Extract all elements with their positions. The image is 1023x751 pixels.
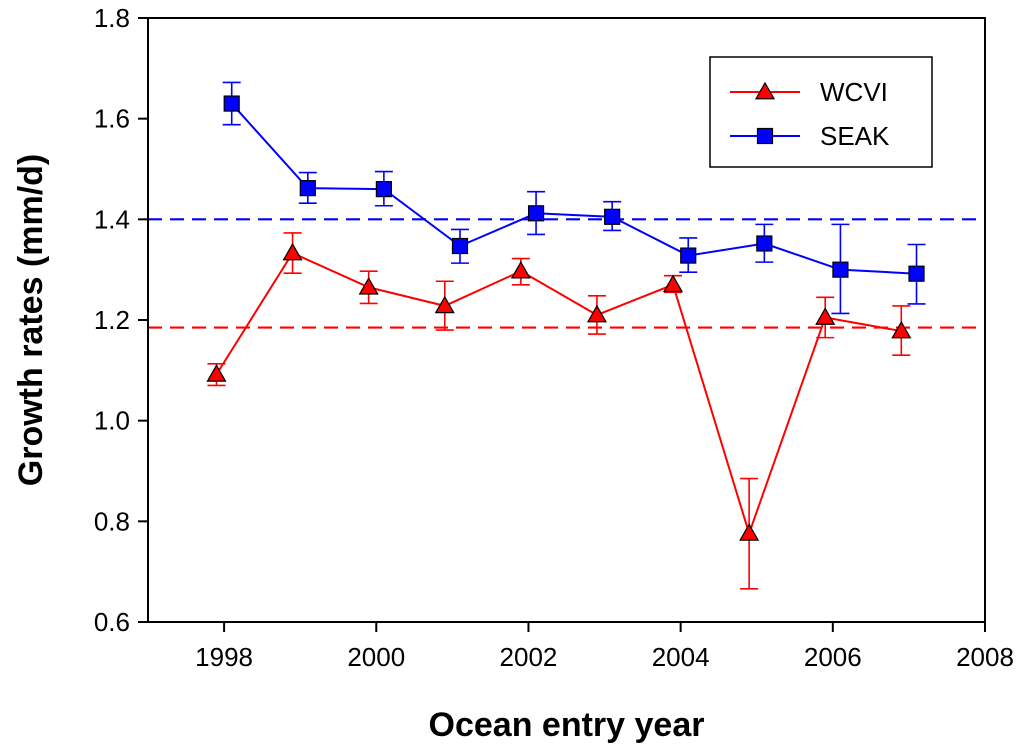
data-point (206, 364, 227, 382)
data-point (434, 295, 455, 314)
data-point (815, 307, 836, 325)
x-axis-title: Ocean entry year (429, 706, 705, 744)
series-layer (206, 81, 926, 590)
y-axis-title: Growth rates (mm/d) (12, 154, 50, 486)
data-point (756, 235, 773, 252)
data-point (908, 265, 925, 282)
x-tick-label: 2002 (500, 642, 558, 672)
data-point (662, 274, 684, 293)
series-wcvi (206, 232, 912, 590)
x-axis: 1998 2000 2002 2004 2006 2008 (195, 622, 1014, 672)
series-line (215, 251, 902, 537)
x-tick-label: 2008 (956, 642, 1014, 672)
data-point (299, 180, 316, 197)
reference-lines (148, 218, 985, 329)
x-tick-label: 2000 (347, 642, 405, 672)
legend-box (709, 56, 933, 168)
data-point (604, 208, 621, 225)
data-point (527, 205, 545, 222)
legend-entry-seak: SEAK (730, 121, 890, 151)
legend-marker (754, 81, 776, 100)
x-tick-label: 1998 (195, 642, 253, 672)
series-seak (222, 81, 926, 315)
data-point (451, 237, 469, 255)
legend: WCVI SEAK (709, 56, 933, 168)
y-tick-label: 1.8 (94, 3, 130, 33)
x-tick-label: 2006 (804, 642, 862, 672)
data-point (739, 523, 760, 541)
legend-marker (756, 127, 774, 145)
y-tick-label: 0.8 (94, 506, 130, 536)
legend-entry-wcvi: WCVI (730, 77, 888, 107)
x-tick-label: 2004 (652, 642, 710, 672)
data-point (586, 304, 607, 323)
data-point (282, 242, 303, 261)
data-point (680, 247, 697, 264)
data-point (832, 261, 849, 278)
data-point (375, 181, 392, 198)
data-point (891, 320, 912, 339)
y-axis: 0.6 0.8 1.0 1.2 1.4 1.6 1.8 (94, 3, 148, 637)
y-tick-label: 1.2 (94, 305, 130, 335)
series-line (230, 102, 917, 275)
y-tick-label: 1.6 (94, 104, 130, 134)
data-point (510, 260, 531, 279)
legend-label: SEAK (820, 121, 890, 151)
data-point (223, 95, 240, 112)
legend-label: WCVI (820, 77, 888, 107)
y-tick-label: 1.4 (94, 204, 130, 234)
y-tick-label: 0.6 (94, 607, 130, 637)
y-tick-label: 1.0 (94, 406, 130, 436)
data-point (358, 277, 379, 295)
